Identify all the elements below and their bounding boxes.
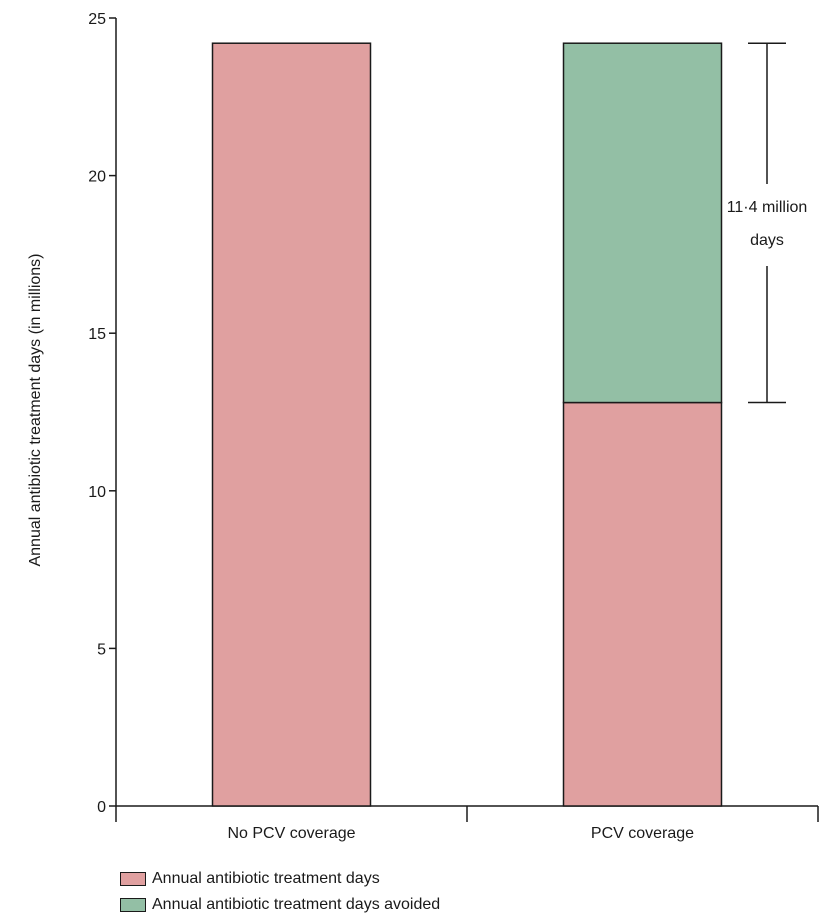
x-tick-label: No PCV coverage: [227, 825, 355, 842]
bar-segment-treatment-days: [211, 42, 372, 807]
bar-segment-treatment-days: [562, 401, 723, 807]
legend-item-treatment-days: Annual antibiotic treatment days: [120, 866, 440, 892]
bar-chart: 0 5 10 15 20 25 No PCV coverage PCV coverage 1…: [27, 11, 819, 842]
y-tick-label: 20: [88, 169, 106, 186]
bars: [211, 42, 723, 807]
legend-label-treatment-days: Annual antibiotic treatment days: [152, 870, 380, 887]
annotation-label-line1: 11·4 million: [727, 199, 808, 216]
y-tick-label: 10: [88, 484, 106, 501]
legend-swatch-treatment-days: [120, 872, 146, 886]
annotation-label-line2: days: [750, 232, 784, 249]
x-tick-label: PCV coverage: [591, 825, 694, 842]
x-axis: No PCV coverage PCV coverage: [115, 805, 819, 842]
y-axis-title: Annual antibiotic treatment days (in mil…: [27, 253, 44, 566]
legend-swatch-days-avoided: [120, 898, 146, 912]
y-tick-label: 25: [88, 11, 106, 28]
legend-item-days-avoided: Annual antibiotic treatment days avoided: [120, 892, 440, 918]
y-axis: 0 5 10 15 20 25: [88, 11, 117, 816]
y-tick-label: 0: [97, 799, 106, 816]
y-tick-label: 5: [97, 641, 106, 658]
range-annotation: 11·4 million days: [727, 42, 808, 404]
bar-segment-days-avoided: [562, 42, 723, 404]
y-tick-label: 15: [88, 326, 106, 343]
legend: Annual antibiotic treatment days Annual …: [120, 866, 440, 918]
legend-label-days-avoided: Annual antibiotic treatment days avoided: [152, 896, 441, 913]
